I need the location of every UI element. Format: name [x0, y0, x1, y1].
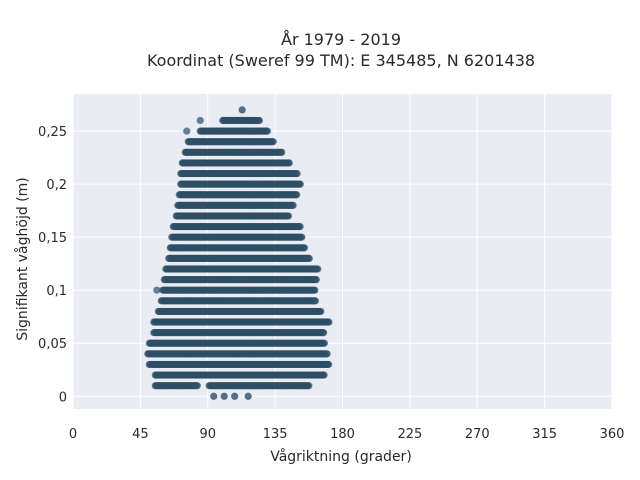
x-tick-label: 270 [465, 427, 490, 442]
data-point [285, 159, 293, 167]
x-axis-label: Vågriktning (grader) [270, 448, 412, 465]
x-tick-label: 0 [69, 427, 77, 442]
data-point [289, 201, 297, 209]
data-point [263, 127, 271, 135]
data-point [183, 127, 191, 135]
data-point [311, 297, 320, 305]
data-point [296, 180, 304, 188]
data-point [314, 265, 322, 273]
data-point [300, 244, 309, 252]
y-axis-ticks: 0 0,05 0,1 0,15 0,2 0,25 [38, 125, 67, 405]
data-point [187, 138, 195, 146]
data-point [244, 392, 252, 400]
x-tick-label: 45 [132, 427, 149, 442]
data-point [180, 159, 188, 167]
data-point [231, 392, 239, 400]
data-point [255, 116, 264, 125]
x-tick-label: 90 [199, 427, 216, 442]
x-tick-label: 135 [263, 427, 288, 442]
data-point [320, 371, 328, 379]
data-point [183, 148, 191, 156]
data-point [238, 106, 246, 114]
x-tick-label: 315 [532, 427, 557, 442]
grid-lines [72, 94, 613, 409]
data-point [325, 318, 333, 326]
data-points [144, 106, 333, 400]
data-point [293, 191, 301, 199]
x-tick-label: 225 [397, 427, 422, 442]
data-point [220, 392, 228, 400]
y-axis-label: Signifikant våghöjd (m) [14, 177, 31, 340]
data-point [298, 233, 306, 241]
y-tick-label: 0,05 [38, 337, 67, 352]
y-tick-label: 0,25 [38, 125, 67, 140]
data-point [312, 276, 320, 284]
data-point [196, 116, 204, 125]
data-point [320, 329, 328, 337]
x-tick-label: 360 [600, 427, 625, 442]
data-point [323, 360, 332, 369]
data-point [178, 244, 186, 252]
data-point [278, 148, 286, 156]
y-tick-label: 0,15 [38, 231, 67, 246]
data-point [293, 222, 302, 231]
chart-title: År 1979 - 2019 [281, 30, 401, 49]
data-point [269, 138, 277, 146]
data-point [293, 169, 301, 178]
data-point [320, 339, 328, 347]
data-point [323, 350, 331, 358]
data-point [193, 382, 201, 390]
chart-subtitle: Koordinat (Sweref 99 TM): E 345485, N 62… [147, 51, 535, 70]
x-axis-ticks: 0 45 90 135 180 225 270 315 360 [69, 427, 625, 442]
y-tick-label: 0,1 [46, 284, 67, 299]
data-point [305, 382, 313, 390]
data-point [153, 286, 161, 294]
x-tick-label: 180 [330, 427, 355, 442]
data-point [311, 286, 319, 294]
y-tick-label: 0 [59, 390, 67, 405]
data-point [210, 392, 218, 400]
data-point [305, 254, 313, 262]
data-point [284, 212, 293, 220]
y-tick-label: 0,2 [46, 178, 67, 193]
data-point [317, 307, 325, 316]
